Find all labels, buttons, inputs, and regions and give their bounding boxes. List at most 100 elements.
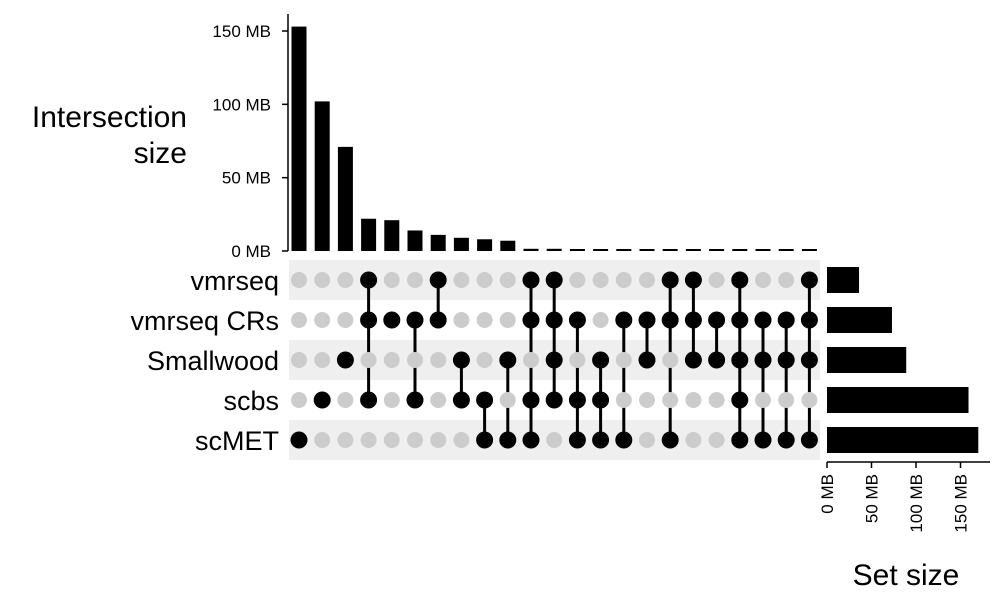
- matrix-dot-inactive: [430, 392, 447, 408]
- matrix-dot-inactive: [337, 392, 354, 408]
- matrix-dot-inactive: [360, 432, 377, 448]
- matrix-dot-active: [429, 311, 447, 329]
- matrix-dot-active: [522, 311, 540, 329]
- intersection-bar: [523, 248, 539, 251]
- matrix-dot-active: [661, 271, 679, 289]
- matrix-dot-active: [290, 431, 308, 449]
- matrix-dot-active: [800, 431, 818, 449]
- intersection-bar: [291, 26, 307, 251]
- matrix-dot-inactive: [383, 392, 400, 408]
- matrix-dot-inactive: [314, 312, 331, 328]
- intersection-bar: [755, 249, 771, 251]
- x-tick-label: 0 MB: [818, 474, 837, 514]
- matrix-dot-inactive: [476, 312, 493, 328]
- matrix-dot-active: [592, 431, 610, 449]
- set-size-axis: 0 MB 50 MB 100 MB 150 MB Set size: [818, 461, 990, 592]
- set-size-bar: [827, 427, 979, 453]
- matrix-dot-active: [429, 271, 447, 289]
- matrix-dot-active: [708, 311, 726, 329]
- matrix-dot-active: [638, 351, 656, 369]
- matrix-dot-active: [522, 391, 540, 409]
- intersection-bar: [314, 101, 330, 252]
- matrix-dot-active: [545, 391, 563, 409]
- matrix-dot-active: [777, 351, 795, 369]
- matrix-dot-active: [360, 311, 378, 329]
- matrix-dot-active: [568, 391, 586, 409]
- matrix-dot-inactive: [499, 392, 516, 408]
- intersection-bar: [616, 249, 632, 251]
- matrix-dot-inactive: [453, 432, 470, 448]
- matrix-dot-active: [545, 351, 563, 369]
- intersection-bar: [778, 249, 794, 251]
- matrix-dot-active: [754, 431, 772, 449]
- matrix-dot-inactive: [430, 352, 447, 368]
- intersection-bar: [500, 240, 516, 251]
- set-label: scMET: [195, 426, 279, 456]
- intersection-bar: [593, 249, 609, 251]
- matrix-dot-active: [499, 351, 517, 369]
- matrix-dot-active: [313, 391, 331, 409]
- matrix-dot-inactive: [383, 272, 400, 288]
- set-size-bar: [827, 347, 907, 373]
- matrix-dot-inactive: [662, 392, 679, 408]
- matrix-dot-active: [592, 391, 610, 409]
- matrix-dot-inactive: [708, 392, 725, 408]
- matrix-dot-active: [731, 271, 749, 289]
- matrix-dot-inactive: [615, 272, 632, 288]
- y-tick-label: 100 MB: [212, 95, 271, 114]
- matrix-dot-inactive: [523, 352, 539, 368]
- matrix-dot-inactive: [708, 272, 725, 288]
- matrix-dot-inactive: [453, 272, 470, 288]
- matrix-dot-active: [592, 351, 610, 369]
- matrix-dot-inactive: [360, 352, 377, 368]
- matrix-dot-active: [777, 431, 795, 449]
- matrix-dot-active: [476, 431, 494, 449]
- set-label: scbs: [223, 386, 279, 416]
- matrix-dot-active: [499, 431, 517, 449]
- y-axis-title: Intersection: [32, 101, 187, 134]
- matrix-dot-inactive: [546, 432, 563, 448]
- matrix-dot-active: [800, 271, 818, 289]
- matrix-dot-active: [522, 431, 540, 449]
- y-tick-label: 0 MB: [231, 242, 271, 261]
- matrix-dot-inactive: [337, 312, 354, 328]
- matrix-dot-active: [684, 311, 702, 329]
- matrix-dot-active: [545, 271, 563, 289]
- matrix-dot-active: [452, 351, 470, 369]
- matrix-dot-inactive: [592, 272, 609, 288]
- matrix-dot-active: [731, 311, 749, 329]
- matrix-dot-inactive: [476, 352, 493, 368]
- matrix-dot-inactive: [685, 392, 702, 408]
- x-tick-label: 50 MB: [863, 474, 882, 523]
- matrix-dot-active: [360, 271, 378, 289]
- matrix-dot-inactive: [476, 272, 493, 288]
- matrix-dot-active: [545, 311, 563, 329]
- matrix-dot-inactive: [499, 272, 516, 288]
- intersection-bar: [407, 230, 423, 251]
- matrix-dot-active: [800, 311, 818, 329]
- matrix-dot-inactive: [407, 432, 423, 448]
- intersection-bar: [685, 249, 701, 251]
- intersection-bar: [384, 220, 400, 251]
- matrix-dot-active: [731, 351, 749, 369]
- matrix-dot-inactive: [314, 272, 331, 288]
- intersection-matrix: [290, 271, 818, 449]
- matrix-dot-active: [522, 271, 540, 289]
- matrix-dot-inactive: [337, 432, 354, 448]
- matrix-dot-active: [708, 351, 726, 369]
- x-tick-label: 150 MB: [952, 474, 971, 533]
- intersection-bar: [546, 248, 562, 251]
- intersection-bar: [453, 237, 469, 251]
- matrix-dot-active: [360, 391, 378, 409]
- set-label: Smallwood: [147, 346, 279, 376]
- matrix-dot-inactive: [801, 392, 818, 408]
- matrix-dot-active: [476, 391, 494, 409]
- matrix-dot-active: [568, 431, 586, 449]
- matrix-dot-inactive: [592, 312, 609, 328]
- matrix-dot-inactive: [615, 352, 632, 368]
- y-axis-title: size: [134, 137, 187, 170]
- intersection-bar: [639, 249, 655, 251]
- matrix-dot-inactive: [662, 352, 679, 368]
- matrix-dot-inactive: [755, 392, 771, 408]
